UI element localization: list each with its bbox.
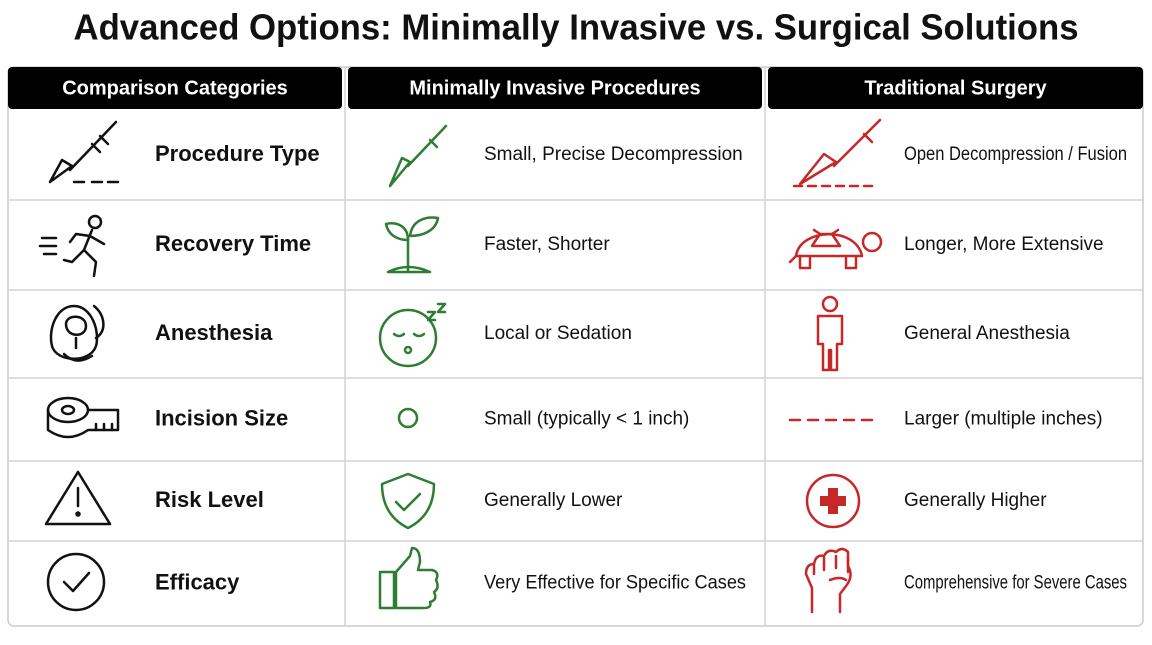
cell-text: Faster, Shorter [484, 234, 610, 255]
sprout-icon [384, 216, 440, 274]
tape-icon [46, 396, 120, 439]
cell-text: Local or Sedation [484, 323, 632, 344]
cell-text: Small, Precise Decompression [484, 144, 743, 165]
cell-text: Small (typically < 1 inch) [484, 409, 689, 430]
page-title: Advanced Options: Minimally Invasive vs.… [74, 7, 1079, 48]
header-text: Traditional Surgery [864, 77, 1047, 99]
fist-icon [804, 547, 852, 614]
table: Comparison Categories Minimally Invasive … [7, 66, 1144, 627]
small-circle-icon [397, 407, 419, 429]
header-cell [8, 67, 342, 109]
scalpel-icon [792, 118, 882, 188]
header-cell [348, 67, 762, 109]
category-label: Risk Level [155, 487, 264, 512]
cell-text: Longer, More Extensive [904, 234, 1104, 255]
cell-text: Generally Higher [904, 490, 1047, 511]
check-icon [46, 552, 106, 612]
header-cell [768, 67, 1143, 109]
cell-text: General Anesthesia [904, 323, 1070, 344]
header-text: Minimally Invasive Procedures [409, 77, 700, 99]
category-label: Efficacy [155, 569, 240, 594]
thumbs-up-icon [378, 546, 439, 610]
category-label: Recovery Time [155, 231, 311, 256]
category-label: Incision Size [155, 405, 288, 430]
turtle-icon [788, 228, 883, 270]
mask-icon [49, 304, 105, 362]
runner-icon [38, 214, 106, 278]
cell-text: Very Effective for Specific Cases [484, 573, 746, 594]
cell-text: Generally Lower [484, 490, 623, 511]
warning-icon [44, 470, 112, 526]
icons [38, 118, 883, 614]
scalpel-icon [388, 124, 448, 188]
category-label: Procedure Type [155, 141, 320, 166]
sleep-face-icon [378, 302, 447, 368]
cell-text: Comprehensive for Severe Cases [904, 573, 1127, 594]
shield-icon [380, 472, 436, 530]
header-text: Comparison Categories [62, 77, 288, 99]
person-icon [816, 295, 844, 372]
cell-text: Larger (multiple inches) [904, 409, 1103, 430]
category-label: Anesthesia [155, 320, 273, 345]
medical-cross-icon [805, 473, 861, 529]
cell-text: Open Decompression / Fusion [904, 144, 1127, 165]
scalpel-icon [48, 120, 120, 184]
